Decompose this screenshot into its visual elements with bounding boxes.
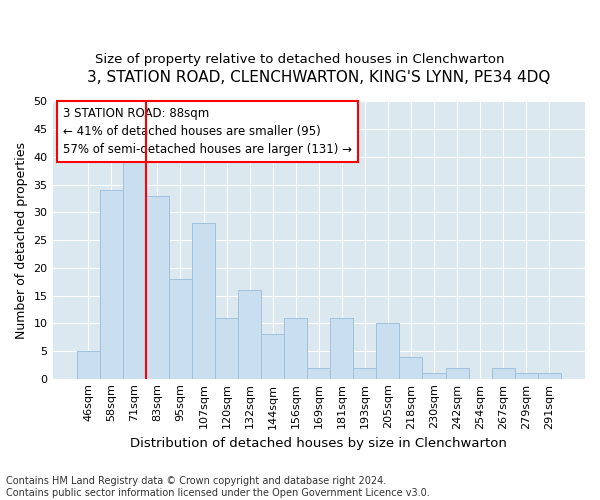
Bar: [146, 196, 169, 378]
Bar: [100, 190, 123, 378]
Bar: [215, 318, 238, 378]
Bar: [491, 368, 515, 378]
Bar: [192, 224, 215, 378]
Bar: [400, 356, 422, 378]
Y-axis label: Number of detached properties: Number of detached properties: [15, 142, 28, 338]
Bar: [77, 351, 100, 378]
Bar: [353, 368, 376, 378]
Bar: [330, 318, 353, 378]
Text: 3 STATION ROAD: 88sqm
← 41% of detached houses are smaller (95)
57% of semi-deta: 3 STATION ROAD: 88sqm ← 41% of detached …: [63, 107, 352, 156]
Bar: [446, 368, 469, 378]
Text: Contains HM Land Registry data © Crown copyright and database right 2024.
Contai: Contains HM Land Registry data © Crown c…: [6, 476, 430, 498]
Bar: [515, 373, 538, 378]
Title: 3, STATION ROAD, CLENCHWARTON, KING'S LYNN, PE34 4DQ: 3, STATION ROAD, CLENCHWARTON, KING'S LY…: [87, 70, 550, 85]
Bar: [169, 279, 192, 378]
Bar: [422, 373, 446, 378]
Bar: [261, 334, 284, 378]
Bar: [538, 373, 561, 378]
Bar: [238, 290, 261, 378]
Text: Size of property relative to detached houses in Clenchwarton: Size of property relative to detached ho…: [95, 52, 505, 66]
Bar: [376, 323, 400, 378]
X-axis label: Distribution of detached houses by size in Clenchwarton: Distribution of detached houses by size …: [130, 437, 507, 450]
Bar: [123, 146, 146, 378]
Bar: [284, 318, 307, 378]
Bar: [307, 368, 330, 378]
